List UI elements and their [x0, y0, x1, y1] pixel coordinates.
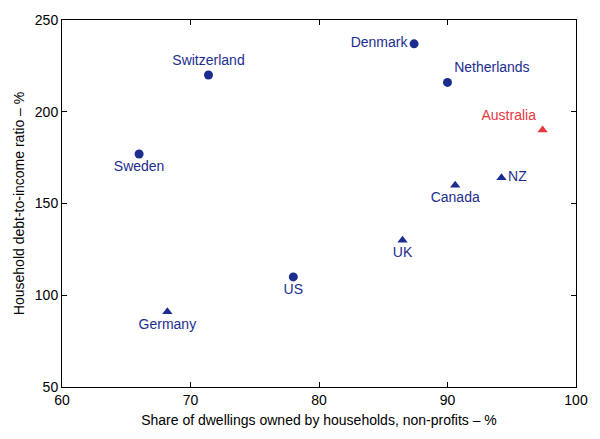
svg-text:100: 100: [564, 392, 588, 408]
svg-text:Denmark: Denmark: [351, 34, 409, 50]
svg-text:80: 80: [311, 392, 327, 408]
svg-text:60: 60: [54, 392, 70, 408]
svg-text:Australia: Australia: [481, 107, 536, 123]
svg-text:150: 150: [35, 195, 59, 211]
svg-text:Share of dwellings owned by ho: Share of dwellings owned by households, …: [141, 412, 497, 428]
svg-text:Household debt-to-income ratio: Household debt-to-income ratio – %: [11, 92, 27, 315]
svg-text:90: 90: [440, 392, 456, 408]
svg-text:50: 50: [43, 379, 59, 395]
svg-text:100: 100: [35, 287, 59, 303]
svg-text:UK: UK: [393, 244, 413, 260]
svg-text:Canada: Canada: [431, 189, 480, 205]
svg-text:200: 200: [35, 104, 59, 120]
svg-text:Netherlands: Netherlands: [454, 59, 530, 75]
svg-text:US: US: [284, 281, 303, 297]
svg-text:NZ: NZ: [508, 168, 527, 184]
svg-text:Germany: Germany: [139, 316, 197, 332]
svg-text:250: 250: [35, 12, 59, 28]
svg-text:Sweden: Sweden: [114, 158, 165, 174]
svg-text:Switzerland: Switzerland: [172, 52, 244, 68]
svg-text:70: 70: [183, 392, 199, 408]
